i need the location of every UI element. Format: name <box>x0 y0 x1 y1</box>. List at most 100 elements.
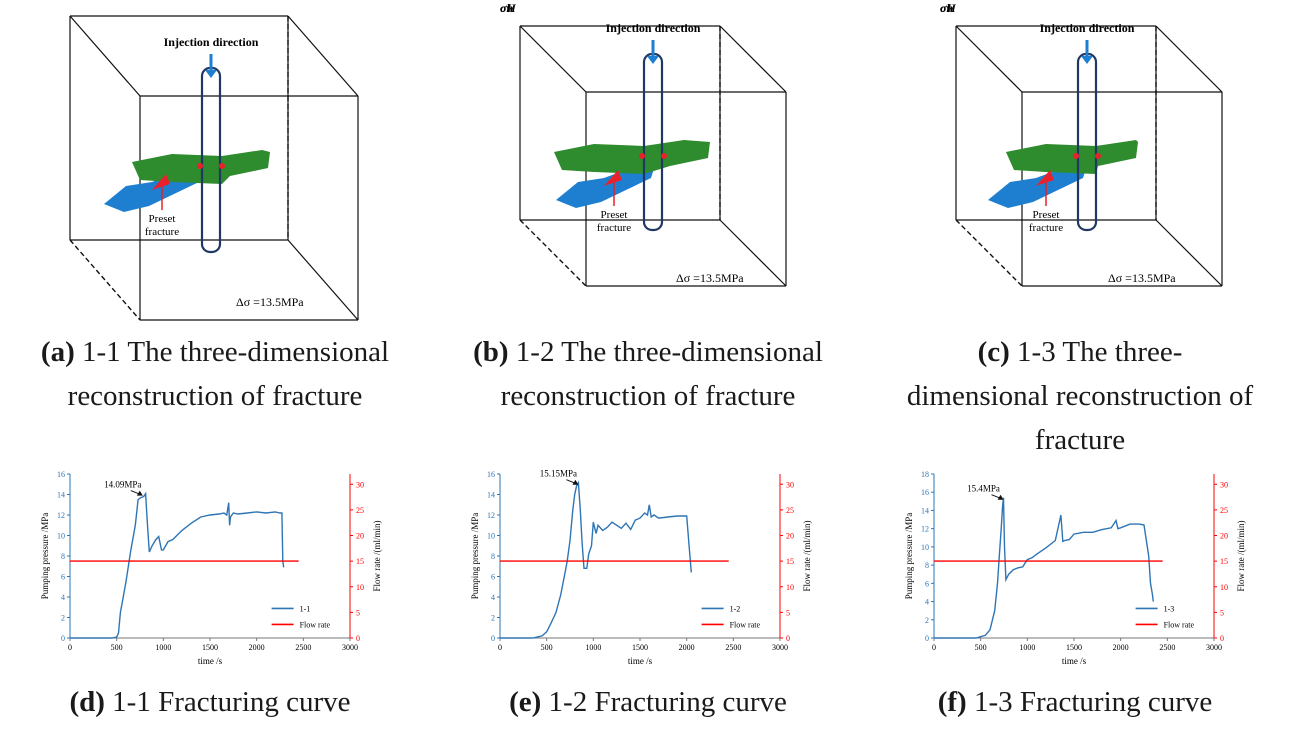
caption-a-text-2: reconstruction of fracture <box>67 380 363 412</box>
injection-arrowhead <box>647 56 659 64</box>
caption-f-label: (f) <box>937 686 967 718</box>
caption-e-text: 1-2 Fracturing curve <box>541 686 787 718</box>
y-axis-title: Pumping pressure /MPa <box>40 513 50 600</box>
panel-f-chart: 0 2 4 6 8 10 12 14 16 18 0 5 10 15 20 25 30 0 500 1000 1500 2… <box>900 462 1260 674</box>
wellbore <box>642 52 664 232</box>
legend-label-flow: Flow rate <box>300 620 331 629</box>
fracture-origin-mark <box>604 170 622 186</box>
injection-direction-label: Injection direction <box>606 21 701 35</box>
delta-sigma-label: Δσ =13.5MPa <box>676 271 744 285</box>
y-tick-label: 8 <box>925 561 929 570</box>
peak-annotation: 14.09MPa <box>104 480 141 490</box>
y-tick-label: 12 <box>921 525 929 534</box>
wellbore <box>1076 52 1098 232</box>
x-tick-label: 3000 <box>1206 643 1222 652</box>
y-tick-label: 12 <box>487 511 495 520</box>
y-tick-label: 14 <box>487 491 495 500</box>
y2-tick-label: 0 <box>786 634 790 643</box>
caption-b-text: 1-2 The three-dimensional <box>508 336 823 368</box>
y2-tick-label: 5 <box>356 608 360 617</box>
series-line-1-2 <box>500 480 692 639</box>
y-tick-label: 8 <box>61 552 65 561</box>
caption-f-text: 1-3 Fracturing curve <box>966 686 1213 718</box>
y2-tick-label: 15 <box>786 557 794 566</box>
cube-edge <box>1155 219 1223 287</box>
cube-edge <box>955 25 1023 93</box>
series-line-1-3 <box>934 497 1154 639</box>
y-tick-label: 2 <box>925 616 929 625</box>
y-tick-label: 4 <box>61 593 65 602</box>
cube-edge <box>287 15 359 97</box>
main-fracture-green <box>554 140 710 174</box>
y2-tick-label: 25 <box>356 506 364 515</box>
caption-a-text: 1-1 The three-dimensional <box>74 336 390 368</box>
y-tick-label: 14 <box>57 491 65 500</box>
y2-tick-label: 5 <box>1220 608 1224 617</box>
delta-sigma-label: Δσ =13.5MPa <box>1108 271 1176 285</box>
y-tick-label: 4 <box>491 593 495 602</box>
y2-tick-label: 10 <box>1220 583 1228 592</box>
y2-axis-title: Flow rate /(ml/min) <box>802 521 812 592</box>
preset-label: Preset <box>149 213 176 225</box>
x-tick-label: 1500 <box>202 643 218 652</box>
panel-a-3d: Injection direction Preset fracture Δσ =13.… <box>40 12 420 322</box>
caption-c-label: (c) <box>977 336 1010 368</box>
y2-tick-label: 10 <box>356 583 364 592</box>
y-tick-label: 16 <box>487 470 495 479</box>
fracture-origin-mark <box>1036 170 1054 186</box>
caption-c: (c) 1-3 The three- dimensional reconstru… <box>870 330 1290 462</box>
legend-label-pressure: 1-1 <box>300 604 311 613</box>
x-axis-title: time /s <box>198 656 223 666</box>
delta-sigma-label: Δσ =13.5MPa <box>236 295 304 309</box>
x-tick-label: 3000 <box>342 643 358 652</box>
cube-edge <box>719 25 787 93</box>
perforation-dot <box>1095 153 1101 159</box>
y2-tick-label: 0 <box>1220 634 1224 643</box>
peak-arrowhead <box>572 479 579 485</box>
preset-label: Preset <box>601 209 628 221</box>
y2-tick-label: 20 <box>1220 532 1228 541</box>
fracture-label: fracture <box>597 222 631 234</box>
x-tick-label: 1500 <box>632 643 648 652</box>
legend-label-flow: Flow rate <box>1164 620 1195 629</box>
y-tick-label: 12 <box>57 511 65 520</box>
cube-edge-hidden <box>69 239 141 321</box>
y2-tick-label: 30 <box>356 480 364 489</box>
y2-tick-label: 30 <box>1220 480 1228 489</box>
y2-tick-label: 5 <box>786 608 790 617</box>
caption-d-text: 1-1 Fracturing curve <box>104 686 351 718</box>
caption-b: (b) 1-2 The three-dimensional reconstruc… <box>430 330 866 418</box>
fracture-label: fracture <box>145 226 179 238</box>
x-tick-label: 1500 <box>1066 643 1082 652</box>
x-tick-label: 2000 <box>679 643 695 652</box>
peak-annotation: 15.4MPa <box>967 484 1000 494</box>
caption-d-label: (d) <box>69 686 105 718</box>
caption-c-text-2: dimensional reconstruction of <box>906 380 1254 412</box>
x-tick-label: 2500 <box>1159 643 1175 652</box>
fracturing-curve-d: 0 2 4 6 8 10 12 14 16 0 5 10 15 20 25 30 0 500 1000 1500 200… <box>40 470 382 666</box>
y-tick-label: 10 <box>57 532 65 541</box>
y2-tick-label: 15 <box>1220 557 1228 566</box>
axis-v-label: σv <box>500 1 512 15</box>
caption-c-text-3: fracture <box>1034 424 1126 456</box>
y2-tick-label: 25 <box>1220 506 1228 515</box>
x-tick-label: 3000 <box>772 643 788 652</box>
cube-edge <box>69 15 141 97</box>
x-tick-label: 500 <box>541 643 553 652</box>
y-tick-label: 4 <box>925 598 929 607</box>
perforation-dot <box>219 163 225 169</box>
injection-arrowhead <box>205 70 217 78</box>
x-axis-title: time /s <box>628 656 653 666</box>
x-tick-label: 0 <box>68 643 72 652</box>
perforation-dot <box>639 153 645 159</box>
y-tick-label: 16 <box>921 488 929 497</box>
peak-arrowhead <box>997 494 1004 500</box>
legend-label-pressure: 1-3 <box>1164 604 1175 613</box>
cube-edge-hidden <box>519 219 587 287</box>
cube-edge-hidden <box>955 219 1023 287</box>
y-tick-label: 0 <box>491 634 495 643</box>
preset-label: Preset <box>1033 209 1060 221</box>
panel-e-chart: 0 2 4 6 8 10 12 14 16 0 5 10 15 20 25 30 0 500 1000 1500 200… <box>466 462 836 674</box>
